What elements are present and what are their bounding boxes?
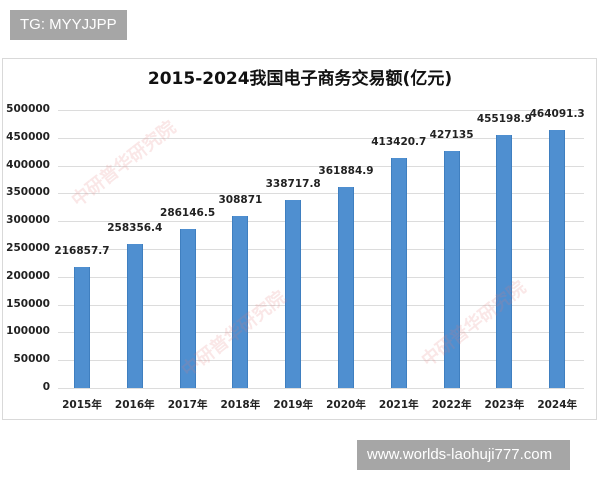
y-axis-tick-label: 150000 — [6, 298, 50, 310]
bar-value-label: 308871 — [218, 194, 263, 207]
gridline — [58, 332, 584, 333]
x-axis-category-label: 2024年 — [537, 399, 578, 411]
bottom-watermark-tag: www.worlds-laohuji777.com — [357, 440, 570, 470]
x-axis-category-label: 2018年 — [220, 399, 261, 411]
bar-value-label: 258356.4 — [107, 222, 163, 235]
bar-2023 — [496, 134, 513, 388]
x-axis-category-label: 2020年 — [326, 399, 366, 411]
bar-value-label: 216857.7 — [54, 245, 110, 258]
gridline — [58, 138, 584, 139]
gridline — [58, 277, 584, 278]
top-watermark-tag: TG: MYYJJPP — [10, 10, 127, 40]
bar-value-label: 427135 — [429, 128, 474, 141]
bar-2016 — [126, 244, 143, 388]
x-axis-category-label: 2019年 — [273, 399, 314, 411]
bar-2017 — [179, 228, 196, 388]
bar-2019 — [285, 199, 302, 388]
gridline — [58, 388, 584, 389]
bar-value-label: 361884.9 — [318, 164, 374, 177]
x-axis-category-label: 2016年 — [114, 399, 155, 411]
gridline — [58, 305, 584, 306]
x-axis-category-label: 2015年 — [62, 399, 102, 411]
bar-value-label: 413420.7 — [371, 136, 427, 149]
gridline — [58, 110, 584, 111]
x-axis-category-label: 2021年 — [378, 399, 419, 411]
gridline — [58, 221, 584, 222]
bar-value-label: 464091.3 — [529, 107, 585, 120]
chart-title: 2015-2024我国电子商务交易额(亿元) — [147, 69, 453, 89]
y-axis-tick-label: 300000 — [6, 214, 50, 226]
y-axis-tick-label: 400000 — [6, 159, 50, 171]
bar-2015 — [74, 267, 90, 388]
bar-2024 — [549, 129, 566, 388]
y-axis-tick-label: 500000 — [6, 103, 50, 115]
gridline — [58, 249, 584, 250]
x-axis-category-label: 2022年 — [431, 399, 472, 411]
y-axis-tick-label: 100000 — [6, 325, 50, 337]
y-axis-tick-label: 50000 — [13, 353, 50, 365]
y-axis-tick-label: 350000 — [6, 186, 50, 198]
bar-2020 — [338, 186, 354, 388]
y-axis-tick-label: 250000 — [6, 242, 50, 254]
x-axis-category-label: 2023年 — [484, 399, 525, 411]
gridline — [58, 166, 584, 167]
y-axis-tick-label: 200000 — [6, 270, 50, 282]
y-axis-tick-label: 450000 — [6, 131, 50, 143]
gridline — [58, 193, 584, 194]
x-axis-category-label: 2017年 — [167, 399, 208, 411]
bar-value-label: 455198.9 — [476, 112, 532, 125]
bar-value-label: 338717.8 — [265, 177, 321, 190]
bar-2022 — [443, 150, 460, 388]
bar-2021 — [390, 158, 407, 388]
y-axis-tick-label: 0 — [42, 381, 50, 393]
bar-value-label: 286146.5 — [160, 206, 216, 219]
bar-2018 — [232, 216, 249, 388]
gridline — [58, 360, 584, 361]
